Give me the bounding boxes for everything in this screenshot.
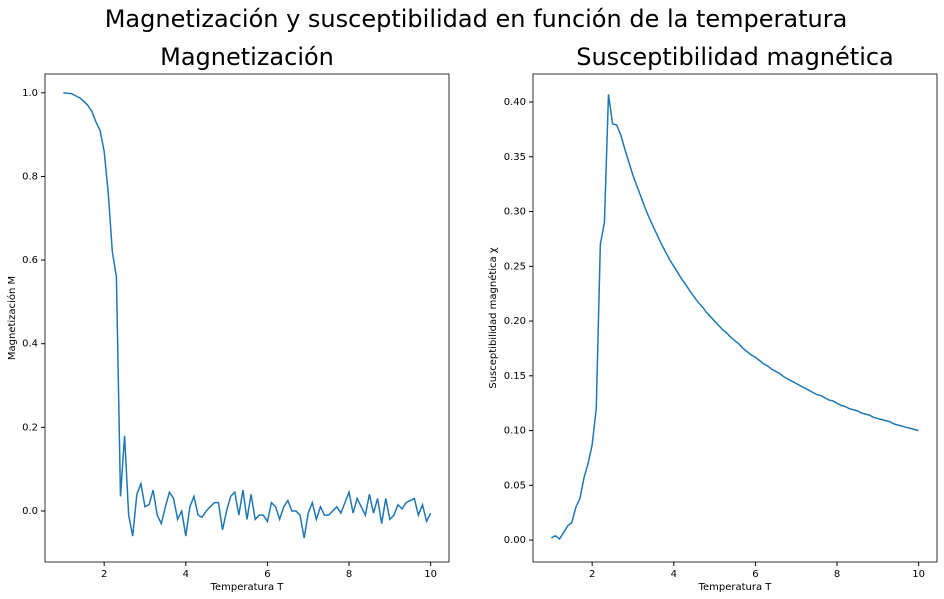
y-axis-label: Magnetización M	[6, 276, 18, 360]
x-tick-label: 10	[424, 569, 437, 580]
x-tick-label: 4	[183, 569, 189, 580]
x-tick-label: 6	[752, 569, 758, 580]
y-tick-label: 0.25	[504, 261, 526, 272]
plot-frame	[532, 73, 938, 563]
y-tick-label: 0.35	[504, 152, 526, 163]
y-tick-label: 0.40	[504, 97, 526, 108]
plot-frame	[44, 73, 450, 563]
y-tick-label: 0.2	[22, 422, 38, 433]
y-tick-label: 0.30	[504, 207, 526, 218]
figure-title: Magnetización y susceptibilidad en funci…	[105, 5, 848, 33]
x-axis-label: Temperatura T	[698, 582, 773, 593]
y-tick-label: 0.00	[504, 535, 526, 546]
y-tick-label: 0.05	[504, 480, 526, 491]
x-tick-label: 10	[912, 569, 925, 580]
x-tick-label: 6	[264, 569, 270, 580]
x-tick-label: 8	[346, 569, 352, 580]
y-tick-label: 1.0	[22, 88, 38, 99]
y-tick-label: 0.4	[22, 339, 38, 350]
y-tick-label: 0.0	[22, 506, 38, 517]
y-tick-label: 0.8	[22, 171, 38, 182]
data-line	[63, 92, 432, 539]
x-tick-label: 2	[589, 569, 595, 580]
y-tick-label: 0.6	[22, 255, 38, 266]
y-tick-label: 0.15	[504, 371, 526, 382]
y-tick-label: 0.20	[504, 316, 526, 327]
chart-title: Magnetización	[160, 43, 334, 71]
x-tick-label: 2	[101, 569, 107, 580]
chart-title: Susceptibilidad magnética	[576, 43, 894, 71]
x-tick-label: 4	[671, 569, 677, 580]
data-line	[551, 94, 919, 541]
x-axis-label: Temperatura T	[210, 582, 285, 593]
x-tick-label: 8	[834, 569, 840, 580]
y-axis-label: Susceptibilidad magnética χ	[487, 247, 499, 388]
y-tick-label: 0.10	[504, 426, 526, 437]
